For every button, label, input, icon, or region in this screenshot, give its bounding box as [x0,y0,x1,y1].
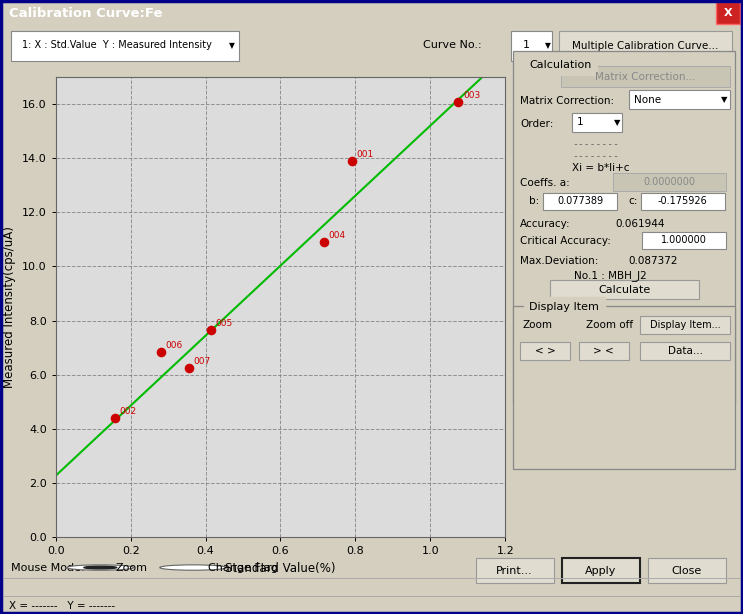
Text: 001: 001 [356,150,374,158]
FancyBboxPatch shape [11,31,239,61]
Text: Display Item: Display Item [529,303,599,313]
Text: 1: 1 [523,41,530,50]
FancyBboxPatch shape [629,90,730,109]
Text: Multiple Calibration Curve...: Multiple Calibration Curve... [572,41,718,51]
FancyBboxPatch shape [641,193,724,210]
FancyBboxPatch shape [579,342,629,360]
Text: 0.0000000: 0.0000000 [643,177,695,187]
Point [317,237,329,247]
Y-axis label: Measured Intensity(cps/uA): Measured Intensity(cps/uA) [4,226,16,388]
Text: Accuracy:: Accuracy: [520,219,571,229]
FancyBboxPatch shape [561,66,730,87]
Text: 002: 002 [120,407,137,416]
Text: 005: 005 [215,319,233,328]
Point [183,363,195,373]
FancyBboxPatch shape [543,193,617,210]
Circle shape [84,566,117,569]
Text: --------: -------- [572,151,619,161]
Text: Curve No.:: Curve No.: [423,41,481,50]
Text: 004: 004 [328,231,345,240]
FancyBboxPatch shape [716,2,740,25]
Text: 0.077389: 0.077389 [557,196,603,206]
Text: 1: 1 [577,117,583,128]
Text: Zoom: Zoom [522,321,553,330]
Text: Zoom: Zoom [115,562,147,572]
Text: No.1 : MBH_J2: No.1 : MBH_J2 [574,270,647,281]
FancyBboxPatch shape [640,316,730,334]
FancyBboxPatch shape [513,306,735,469]
Text: < >: < > [535,346,556,356]
Text: Calibration Curve:Fe: Calibration Curve:Fe [9,7,163,20]
Text: Coeffs. a:: Coeffs. a: [520,177,570,188]
Point [155,347,166,357]
FancyBboxPatch shape [572,114,622,131]
X-axis label: Standard Value(%): Standard Value(%) [225,562,336,575]
FancyBboxPatch shape [520,342,570,360]
FancyBboxPatch shape [476,558,554,583]
Point [205,325,217,335]
FancyBboxPatch shape [613,174,726,191]
Point [345,156,357,166]
FancyBboxPatch shape [642,231,726,249]
FancyBboxPatch shape [562,558,640,583]
Text: 007: 007 [193,357,210,366]
Text: ▼: ▼ [545,41,551,50]
Text: c:: c: [629,196,638,206]
Text: 003: 003 [463,91,480,101]
Text: Order:: Order: [520,119,554,128]
FancyBboxPatch shape [640,342,730,360]
Text: Mouse Mode:: Mouse Mode: [11,562,85,572]
FancyBboxPatch shape [648,558,726,583]
FancyBboxPatch shape [559,31,732,61]
Text: Data...: Data... [668,346,703,356]
Text: Matrix Correction...: Matrix Correction... [595,72,696,82]
FancyBboxPatch shape [550,280,698,300]
Text: Critical Accuracy:: Critical Accuracy: [520,236,611,246]
Text: Close: Close [672,565,702,575]
Point [452,98,464,107]
Text: 1: X : Std.Value  Y : Measured Intensity: 1: X : Std.Value Y : Measured Intensity [22,41,212,50]
Text: --------: -------- [572,139,619,149]
Text: Matrix Correction:: Matrix Correction: [520,96,614,106]
Text: 1.000000: 1.000000 [661,235,707,245]
Text: Max.Deviation:: Max.Deviation: [520,256,599,266]
Text: 0.061944: 0.061944 [615,219,664,229]
Text: Calculation: Calculation [529,60,591,70]
Text: X = -------   Y = -------: X = ------- Y = ------- [9,601,115,612]
Text: X: X [724,8,732,18]
Text: ▼: ▼ [614,118,620,127]
Text: Apply: Apply [585,565,617,575]
Text: Zoom off: Zoom off [585,321,633,330]
Text: Print...: Print... [496,565,533,575]
FancyBboxPatch shape [513,51,735,403]
FancyBboxPatch shape [511,31,552,61]
Circle shape [160,565,227,570]
Text: ▼: ▼ [229,41,235,50]
Text: 006: 006 [165,341,182,349]
Text: -0.175926: -0.175926 [658,196,708,206]
Text: b:: b: [529,196,539,206]
Text: None: None [635,95,661,104]
Point [109,413,121,423]
Text: Change Flag: Change Flag [208,562,278,572]
Text: Calculate: Calculate [598,285,650,295]
Circle shape [67,565,134,570]
Text: ▼: ▼ [721,95,728,104]
Text: > <: > < [594,346,614,356]
Text: 0.087372: 0.087372 [629,256,678,266]
Text: Xi = b*Ii+c: Xi = b*Ii+c [572,163,629,173]
Text: Display Item...: Display Item... [650,320,721,330]
